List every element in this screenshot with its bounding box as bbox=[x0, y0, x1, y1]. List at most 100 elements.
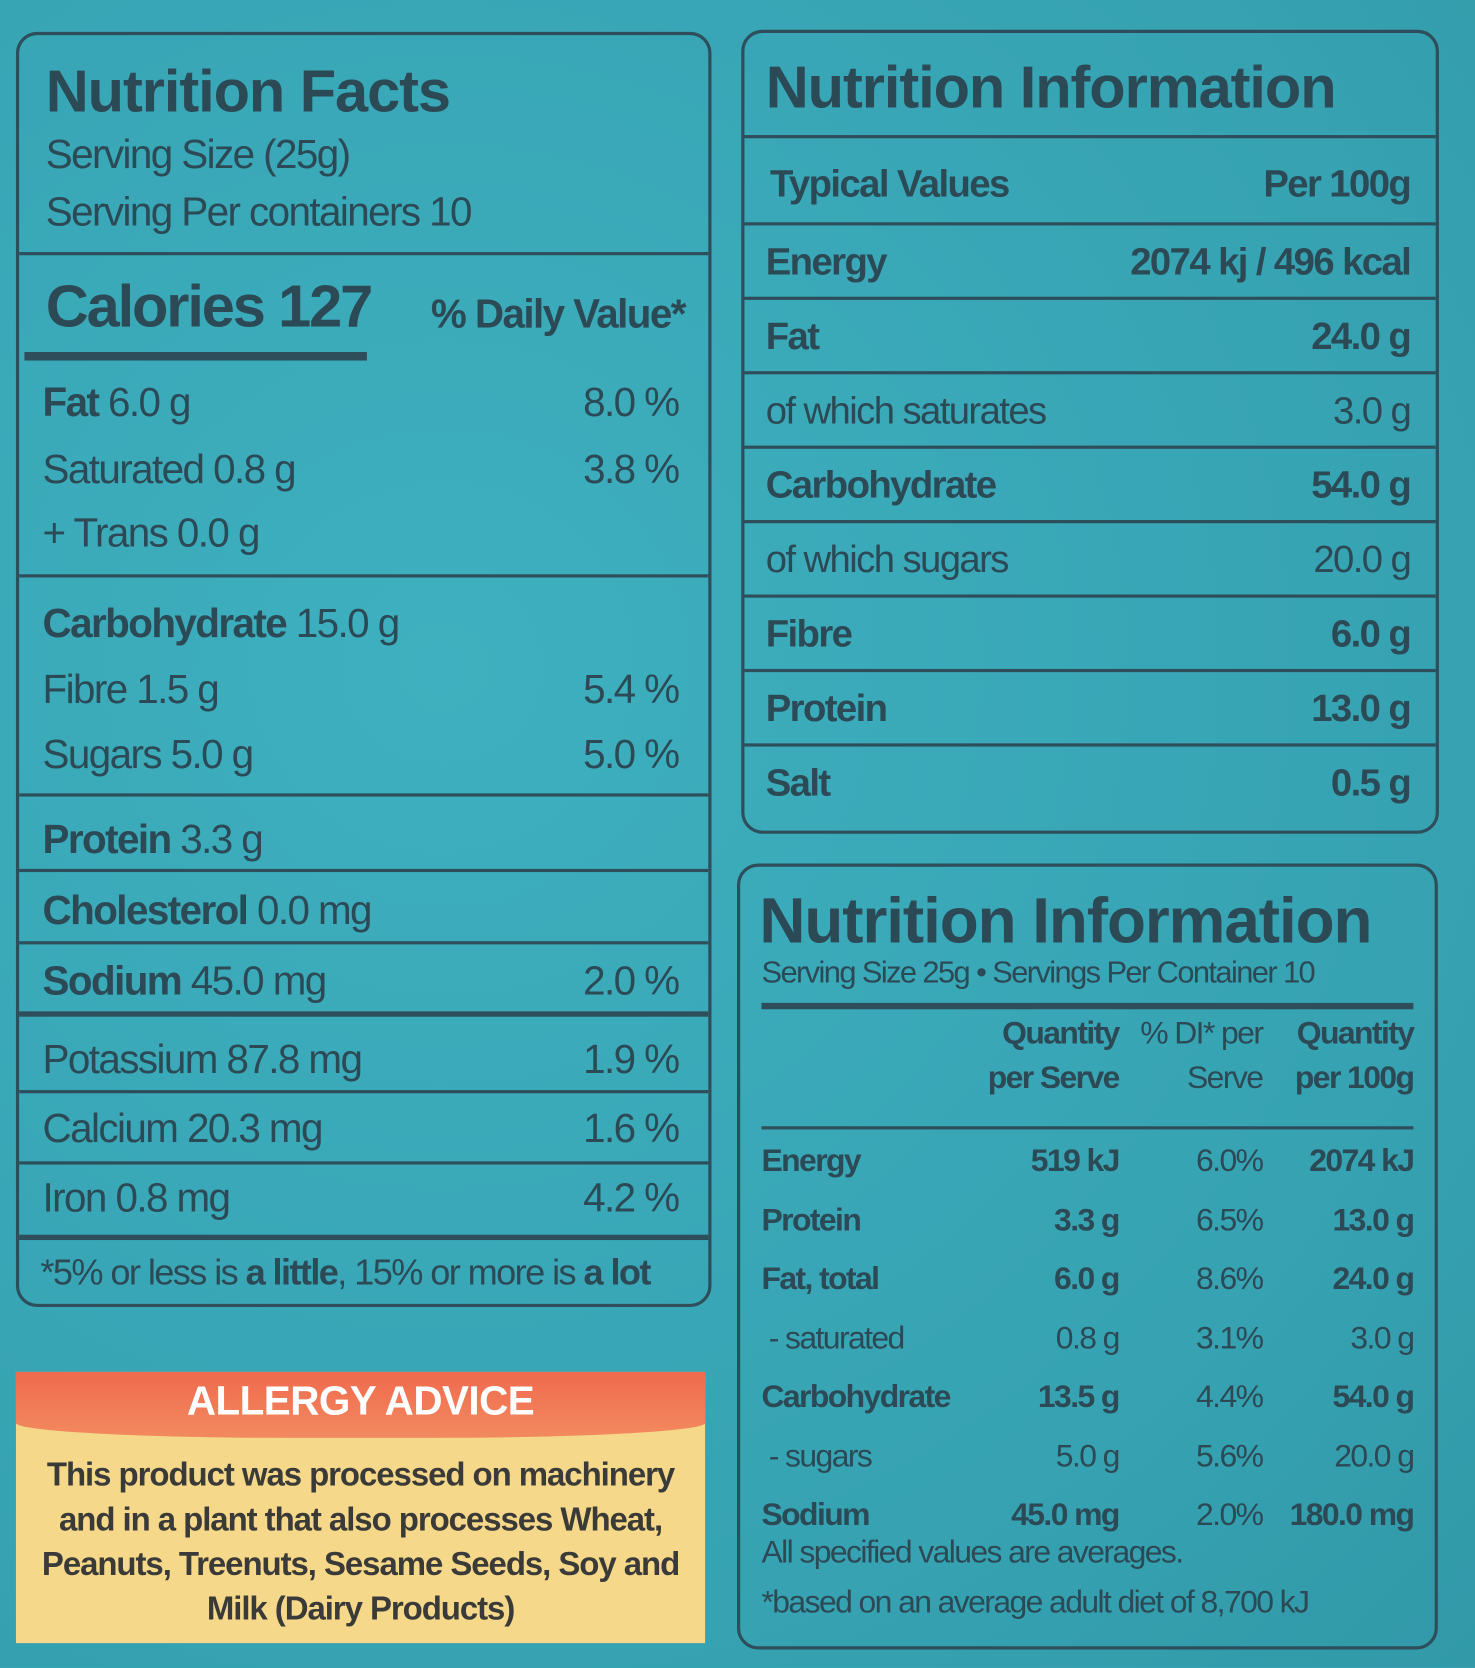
serve-info-title: Nutrition Information bbox=[759, 884, 1372, 957]
allergy-advice-box: ALLERGY ADVICE This product was processe… bbox=[15, 1371, 706, 1644]
di-value: 2.0% bbox=[1196, 1497, 1264, 1533]
daily-value: 4.2 % bbox=[583, 1175, 680, 1221]
nutrient-value: 0.5 g bbox=[1330, 759, 1412, 804]
daily-value-header: % Daily Value* bbox=[430, 292, 687, 338]
facts-row: Carbohydrate 15.0 g bbox=[19, 599, 708, 650]
nutrient-label: Energy bbox=[765, 238, 888, 283]
nutrient-label: - saturated bbox=[761, 1320, 906, 1356]
per-serve-value: 519 kJ bbox=[1030, 1143, 1121, 1179]
serve-row: - saturated 0.8 g 3.1% 3.0 g bbox=[761, 1312, 1415, 1365]
nutrient-value: 54.0 g bbox=[1311, 462, 1412, 506]
typical-values-label: Typical Values bbox=[769, 161, 1010, 206]
info-row: Protein 13.0 g bbox=[744, 672, 1435, 743]
info-row: Energy 2074 kj / 496 kcal bbox=[744, 225, 1435, 296]
info-row: Carbohydrate 54.0 g bbox=[744, 449, 1435, 520]
di-value: 4.4% bbox=[1196, 1379, 1264, 1415]
nutrient-label: Sodium 45.0 mg bbox=[42, 958, 328, 1004]
per-serve-value: 3.3 g bbox=[1054, 1202, 1120, 1238]
di-value: 8.6% bbox=[1196, 1261, 1264, 1297]
serve-subtitle: Serving Size 25g • Servings Per Containe… bbox=[761, 956, 1315, 991]
col-header-per-100g: Quantity per 100g bbox=[1294, 1015, 1415, 1096]
serve-row: Carbohydrate 13.5 g 4.4% 54.0 g bbox=[761, 1371, 1415, 1424]
daily-value: 2.0 % bbox=[583, 958, 680, 1004]
nutrient-value: 13.0 g bbox=[1311, 685, 1412, 730]
nutrient-label: Carbohydrate bbox=[761, 1379, 951, 1415]
di-value: 5.6% bbox=[1196, 1438, 1264, 1474]
nutrient-label: Potassium 87.8 mg bbox=[42, 1037, 363, 1083]
serve-row: Sodium 45.0 mg 2.0% 180.0 mg bbox=[761, 1489, 1415, 1542]
nutrient-label: Saturated 0.8 g bbox=[42, 447, 297, 492]
daily-value: 8.0 % bbox=[583, 380, 680, 425]
facts-row: Cholesterol 0.0 mg bbox=[19, 886, 708, 937]
info-header-row: Typical Values Per 100g bbox=[744, 152, 1435, 216]
facts-row: Fat 6.0 g 8.0 % bbox=[19, 378, 708, 429]
nutrient-label: + Trans 0.0 g bbox=[42, 511, 261, 556]
nutrient-value: 2074 kj / 496 kcal bbox=[1130, 238, 1412, 283]
serve-row: Energy 519 kJ 6.0% 2074 kJ bbox=[761, 1135, 1415, 1188]
nutrient-label: Energy bbox=[761, 1143, 861, 1179]
nutrition-info-serve-panel: Nutrition Information Serving Size 25g •… bbox=[737, 863, 1438, 1650]
servings-per-container: Serving Per containers 10 bbox=[45, 190, 473, 236]
nutrient-label: Salt bbox=[765, 759, 831, 804]
calories: Calories 127 bbox=[45, 272, 374, 340]
col-header-per-serve: Quantity per Serve bbox=[987, 1015, 1121, 1096]
info-row: Fibre 6.0 g bbox=[744, 598, 1435, 669]
nutrient-label: Protein bbox=[765, 685, 888, 730]
nutrient-label: Calcium 20.3 mg bbox=[42, 1106, 324, 1152]
nutrient-label: Fibre bbox=[765, 610, 853, 655]
nutrient-value: 3.0 g bbox=[1333, 387, 1412, 432]
allergy-header: ALLERGY ADVICE bbox=[15, 1371, 706, 1438]
per-100g-value: 180.0 mg bbox=[1289, 1497, 1415, 1533]
di-note: *based on an average adult diet of 8,700… bbox=[761, 1584, 1310, 1620]
serve-row: Protein 3.3 g 6.5% 13.0 g bbox=[761, 1194, 1415, 1247]
di-value: 6.0% bbox=[1196, 1143, 1264, 1179]
nutrient-label: Protein bbox=[761, 1202, 861, 1238]
footnote-emph: a little bbox=[245, 1252, 339, 1294]
nutrient-label: of which sugars bbox=[765, 536, 1010, 581]
per-serve-value: 45.0 mg bbox=[1011, 1497, 1120, 1533]
daily-value: 5.0 % bbox=[583, 732, 680, 777]
nutrient-label: Protein 3.3 g bbox=[42, 817, 264, 862]
serve-row: - sugars 5.0 g 5.6% 20.0 g bbox=[761, 1430, 1415, 1483]
facts-row: Sodium 45.0 mg 2.0 % bbox=[19, 956, 708, 1007]
allergy-text: This product was processed on machinery … bbox=[41, 1455, 680, 1628]
nutrient-label: Carbohydrate 15.0 g bbox=[42, 601, 401, 647]
facts-row: Saturated 0.8 g 3.8 % bbox=[19, 445, 708, 496]
allergy-title: ALLERGY ADVICE bbox=[186, 1379, 535, 1425]
nutrient-label: of which saturates bbox=[765, 387, 1047, 432]
per-serve-value: 0.8 g bbox=[1055, 1320, 1121, 1356]
nutrient-value: 20.0 g bbox=[1313, 536, 1411, 581]
daily-value: 5.4 % bbox=[583, 667, 680, 713]
serve-table: Quantity per Serve % DI* per Serve Quantit… bbox=[761, 1015, 1415, 1647]
daily-value: 1.9 % bbox=[583, 1037, 680, 1083]
nutrition-facts-panel: Nutrition Facts Serving Size (25g) Servi… bbox=[15, 31, 712, 1308]
nutrition-info-100g-panel: Nutrition Information Typical Values Per… bbox=[741, 29, 1439, 834]
per-100g-value: 3.0 g bbox=[1350, 1320, 1415, 1356]
daily-value: 3.8 % bbox=[583, 447, 680, 492]
info-row: of which sugars 20.0 g bbox=[744, 523, 1435, 594]
per-serve-value: 5.0 g bbox=[1055, 1438, 1121, 1474]
nutrient-label: Sugars 5.0 g bbox=[42, 732, 255, 777]
nutrient-label: - sugars bbox=[761, 1438, 873, 1474]
di-value: 6.5% bbox=[1196, 1202, 1264, 1238]
facts-row: Calcium 20.3 mg 1.6 % bbox=[19, 1104, 708, 1155]
averages-note: All specified values are averages. bbox=[761, 1534, 1184, 1570]
serve-row: Fat, total 6.0 g 8.6% 24.0 g bbox=[761, 1253, 1415, 1306]
per-100g-value: 13.0 g bbox=[1332, 1202, 1414, 1238]
di-value: 3.1% bbox=[1196, 1320, 1264, 1356]
facts-row: Iron 0.8 mg 4.2 % bbox=[19, 1173, 708, 1224]
facts-row: + Trans 0.0 g bbox=[19, 508, 708, 559]
per-100g-value: 20.0 g bbox=[1334, 1438, 1415, 1474]
nutrient-label: Carbohydrate bbox=[765, 462, 997, 506]
info-title: Nutrition Information bbox=[765, 53, 1337, 121]
footnote-emph: a lot bbox=[583, 1252, 651, 1294]
per-100g-label: Per 100g bbox=[1263, 161, 1411, 206]
facts-row: Protein 3.3 g bbox=[19, 815, 708, 866]
per-serve-value: 6.0 g bbox=[1054, 1261, 1120, 1297]
facts-row: Potassium 87.8 mg 1.9 % bbox=[19, 1035, 708, 1086]
facts-footnote: *5% or less is a little, 15% or more is … bbox=[40, 1252, 651, 1294]
info-row: Fat 24.0 g bbox=[744, 300, 1435, 371]
footnote-text: *5% or less is bbox=[40, 1252, 246, 1294]
nutrient-value: 24.0 g bbox=[1311, 313, 1412, 357]
nutrient-label: Fat bbox=[765, 313, 820, 357]
